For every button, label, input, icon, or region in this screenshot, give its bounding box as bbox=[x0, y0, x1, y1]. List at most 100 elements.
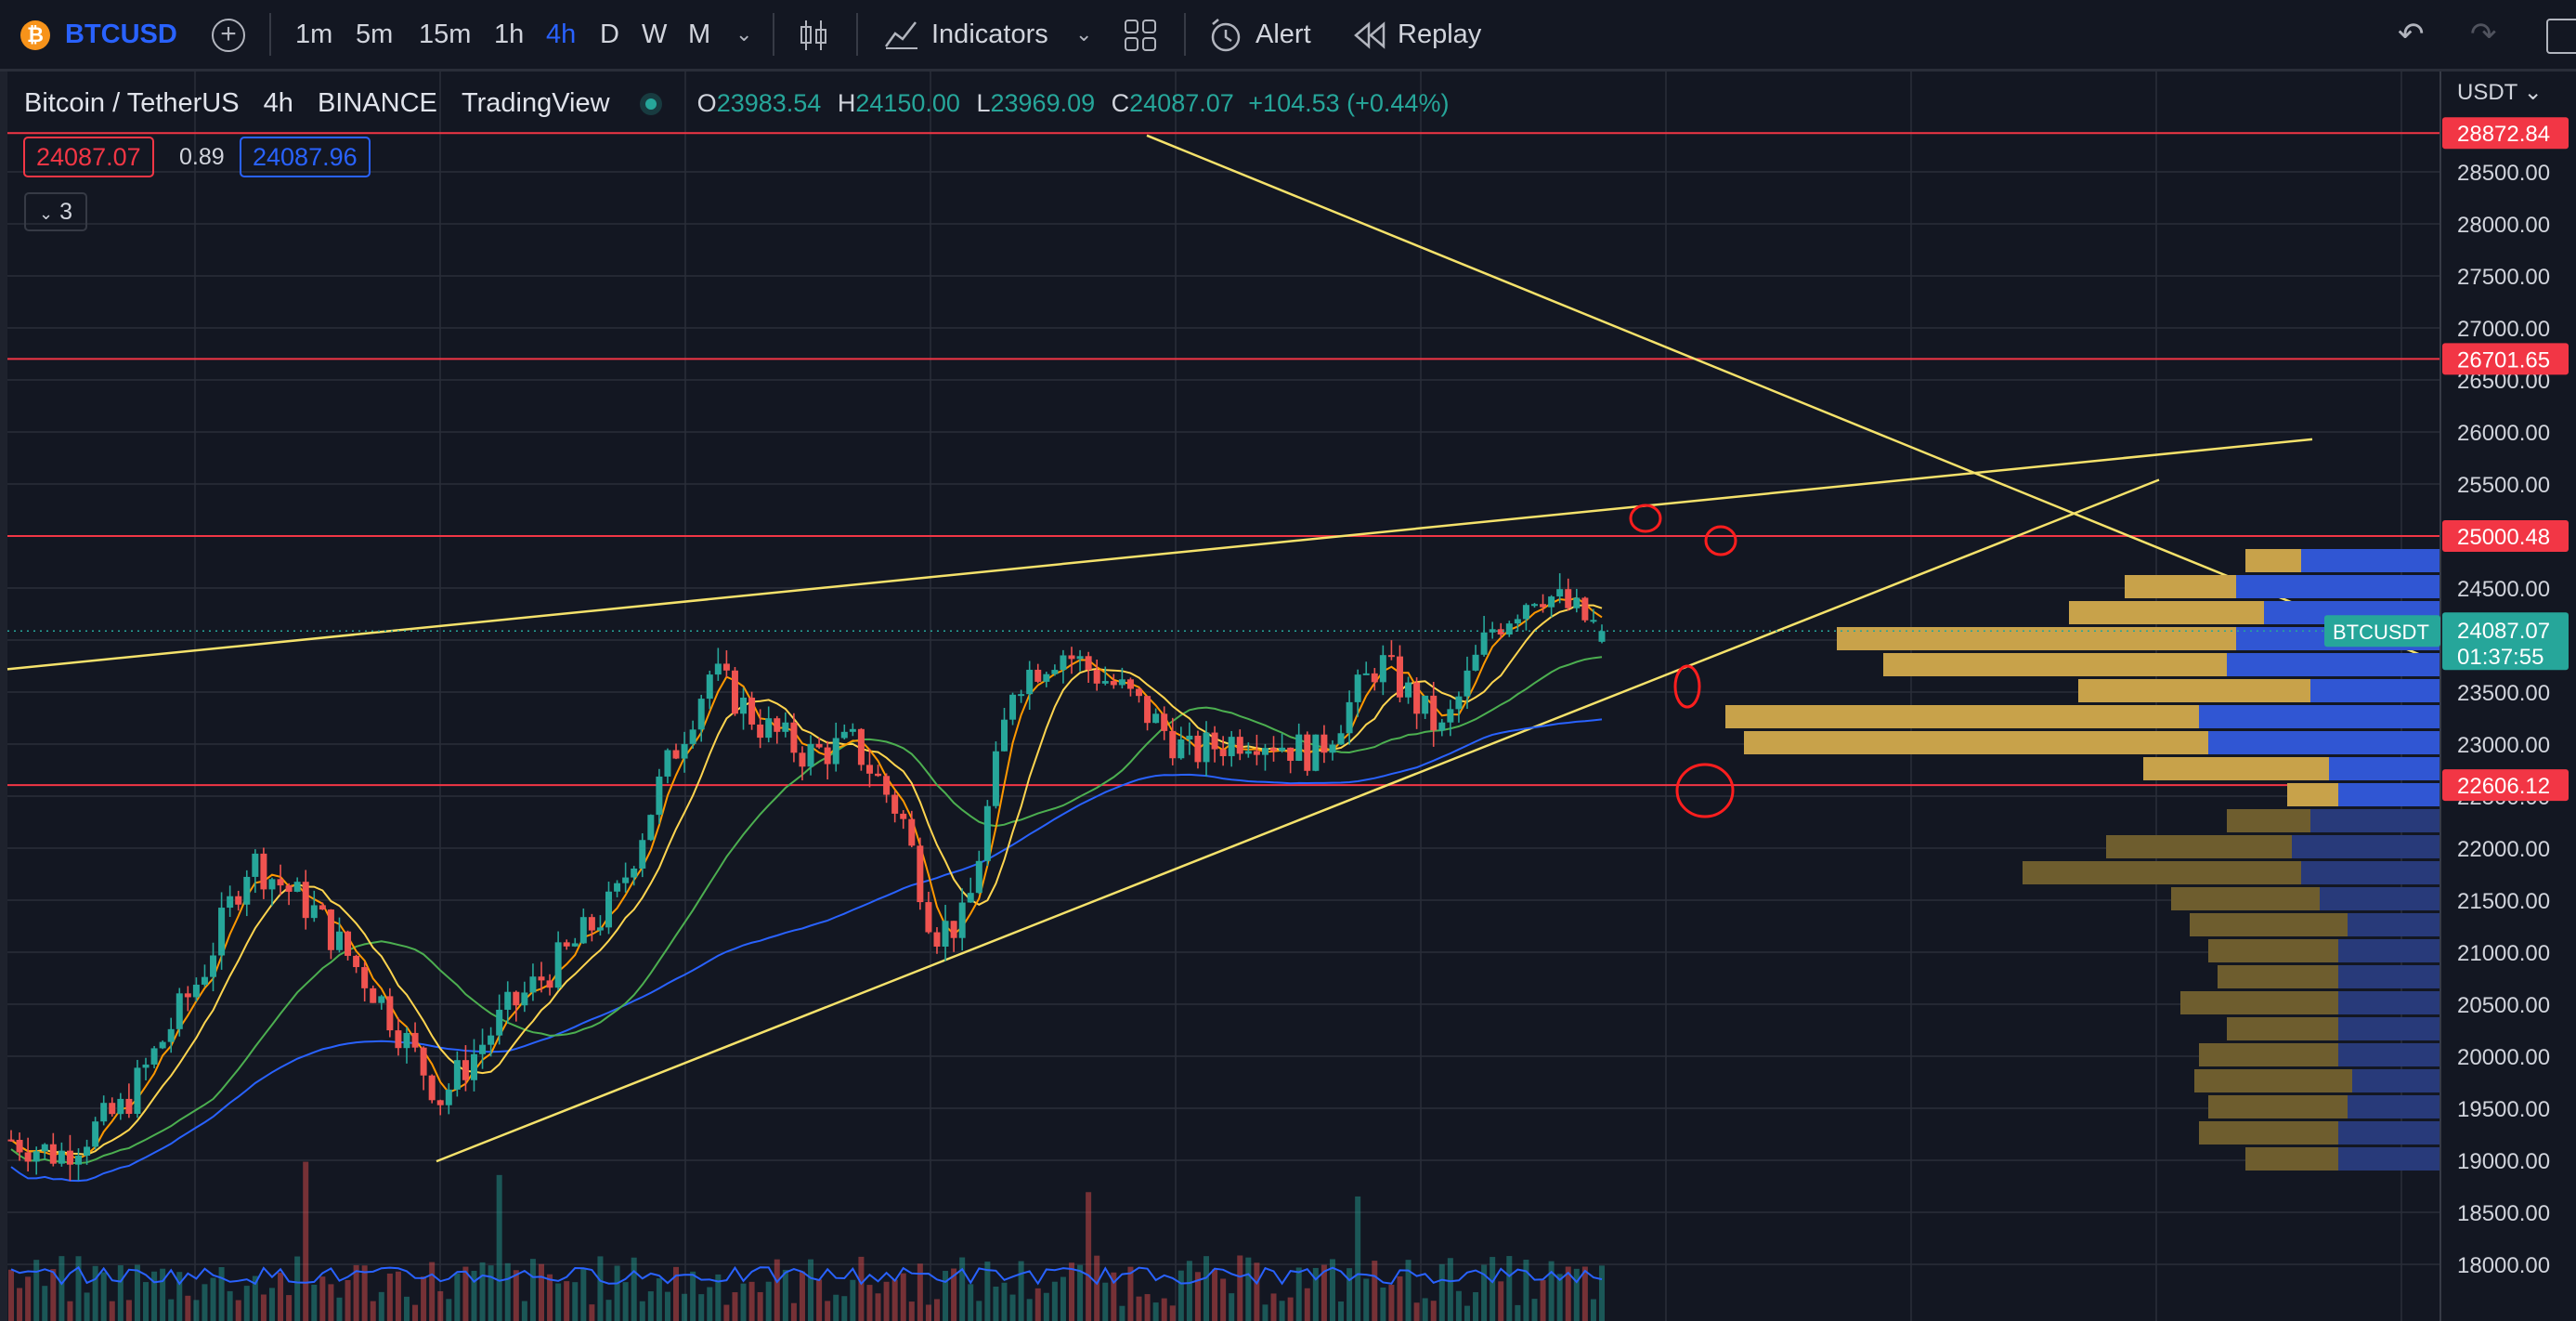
volume-bar bbox=[1194, 1272, 1201, 1321]
candle-body bbox=[1598, 631, 1606, 642]
price-tick-label: 26000.00 bbox=[2457, 421, 2550, 446]
interval-1h[interactable]: 1h bbox=[494, 20, 525, 49]
alert-button[interactable]: Alert bbox=[1255, 20, 1311, 49]
sell-price-button[interactable]: 24087.07 bbox=[23, 137, 154, 177]
vp-up-bar bbox=[1744, 731, 2208, 754]
volume-bar bbox=[690, 1271, 696, 1321]
circle-annotation bbox=[1704, 525, 1737, 556]
candle-body bbox=[992, 751, 999, 806]
candle-body bbox=[942, 921, 949, 947]
volume-bar bbox=[421, 1276, 427, 1321]
volume-bar bbox=[1127, 1266, 1134, 1321]
candle-body bbox=[546, 980, 553, 988]
indicators-button[interactable]: Indicators bbox=[931, 20, 1048, 49]
vp-up-bar bbox=[2069, 601, 2264, 624]
volume-bar bbox=[227, 1290, 233, 1321]
volume-bar bbox=[1237, 1255, 1243, 1321]
volume-bar bbox=[479, 1262, 486, 1321]
candle-body bbox=[1304, 734, 1311, 771]
volume-bar bbox=[1144, 1294, 1151, 1321]
vp-down-bar bbox=[2320, 887, 2440, 910]
volume-bar bbox=[850, 1279, 856, 1321]
vp-up-bar bbox=[2199, 1043, 2338, 1066]
vp-down-bar bbox=[2338, 939, 2440, 962]
candle-body bbox=[1522, 605, 1529, 620]
candle-body bbox=[58, 1150, 65, 1164]
indicators-collapse-button[interactable]: ⌄ 3 bbox=[24, 192, 87, 231]
interval-5m[interactable]: 5m bbox=[356, 20, 394, 49]
candle-body bbox=[150, 1048, 158, 1065]
volume-bar bbox=[984, 1262, 991, 1321]
vp-up-bar bbox=[2208, 939, 2338, 962]
volume-bar bbox=[437, 1290, 444, 1321]
interval-15m[interactable]: 15m bbox=[419, 20, 472, 49]
candles-icon[interactable] bbox=[797, 19, 830, 52]
chevron-down-icon[interactable]: ⌄ bbox=[735, 22, 753, 46]
volume-bar bbox=[319, 1276, 326, 1321]
candle-body bbox=[1438, 722, 1446, 731]
circle-annotations bbox=[1629, 504, 1737, 818]
candle-body bbox=[563, 942, 570, 947]
interval-1m[interactable]: 1m bbox=[295, 20, 333, 49]
interval-w[interactable]: W bbox=[642, 20, 668, 49]
candle-body bbox=[1455, 696, 1463, 710]
candle-body bbox=[395, 1030, 402, 1049]
volume-bar bbox=[17, 1288, 23, 1321]
volume-bar bbox=[1304, 1288, 1310, 1321]
candle-body bbox=[1371, 673, 1378, 683]
volume-bar bbox=[790, 1302, 797, 1321]
vp-up-bar bbox=[2143, 757, 2329, 780]
interval-m[interactable]: M bbox=[688, 20, 711, 49]
replay-button[interactable]: Replay bbox=[1398, 20, 1482, 49]
plus-circle-icon[interactable]: + bbox=[212, 19, 245, 52]
vp-up-bar bbox=[2208, 1095, 2348, 1118]
candle-body bbox=[109, 1103, 116, 1115]
volume-bar bbox=[1321, 1264, 1327, 1321]
symbol-title[interactable]: Bitcoin / TetherUS bbox=[24, 88, 240, 118]
candle-body bbox=[277, 879, 284, 886]
candle-body bbox=[445, 1089, 452, 1105]
grid-icon[interactable] bbox=[1124, 19, 1157, 52]
volume-bar bbox=[580, 1268, 587, 1321]
interval-d[interactable]: D bbox=[600, 20, 619, 49]
buy-price-button[interactable]: 24087.96 bbox=[240, 137, 371, 177]
fullscreen-icon[interactable] bbox=[2546, 19, 2576, 54]
volume-bar bbox=[1581, 1266, 1588, 1321]
vp-down-bar bbox=[2348, 913, 2440, 936]
volume-bar bbox=[395, 1271, 401, 1321]
volume-bar bbox=[1018, 1261, 1024, 1321]
indicators-icon[interactable] bbox=[884, 19, 919, 50]
chart-canvas[interactable]: USDT ⌄ 28500.00 28000.00 27500.00 27000.00 26… bbox=[0, 72, 2576, 1321]
candle-body bbox=[24, 1152, 32, 1162]
redo-icon[interactable]: ↷ bbox=[2470, 17, 2497, 52]
candle-body bbox=[1548, 596, 1555, 608]
candle-body bbox=[875, 773, 882, 777]
symbol-search-button[interactable]: BTCUSD bbox=[65, 20, 177, 49]
volume-bar bbox=[303, 1161, 309, 1321]
price-tick-label: 18500.00 bbox=[2457, 1201, 2550, 1226]
volume-bar bbox=[1043, 1292, 1049, 1321]
rewind-icon[interactable] bbox=[1354, 20, 1387, 50]
alarm-clock-icon[interactable] bbox=[1207, 17, 1244, 54]
candle-body bbox=[1590, 620, 1597, 622]
volume-bar bbox=[933, 1299, 940, 1321]
candle-body bbox=[1581, 597, 1589, 621]
candle-body bbox=[706, 674, 713, 700]
candle-body bbox=[1472, 654, 1479, 671]
price-axis[interactable]: USDT ⌄ 28500.00 28000.00 27500.00 27000.00 26… bbox=[2324, 72, 2576, 1321]
volume-bar bbox=[782, 1269, 788, 1321]
chevron-down-icon[interactable]: ⌄ bbox=[1075, 22, 1093, 46]
candle-body bbox=[697, 699, 705, 730]
volume-bar bbox=[841, 1296, 848, 1321]
undo-icon[interactable]: ↶ bbox=[2398, 17, 2425, 52]
candle-body bbox=[975, 860, 982, 894]
volume-bar bbox=[858, 1256, 865, 1321]
vp-up-bar bbox=[2245, 1147, 2338, 1171]
chevron-down-icon: ⌄ bbox=[39, 204, 54, 223]
candle-body bbox=[1379, 655, 1386, 683]
circle-annotation bbox=[1629, 504, 1662, 533]
candle-body bbox=[824, 747, 831, 765]
interval-4h[interactable]: 4h bbox=[546, 20, 577, 49]
candlesticks bbox=[7, 573, 2440, 1182]
volume-bar bbox=[1262, 1304, 1268, 1321]
